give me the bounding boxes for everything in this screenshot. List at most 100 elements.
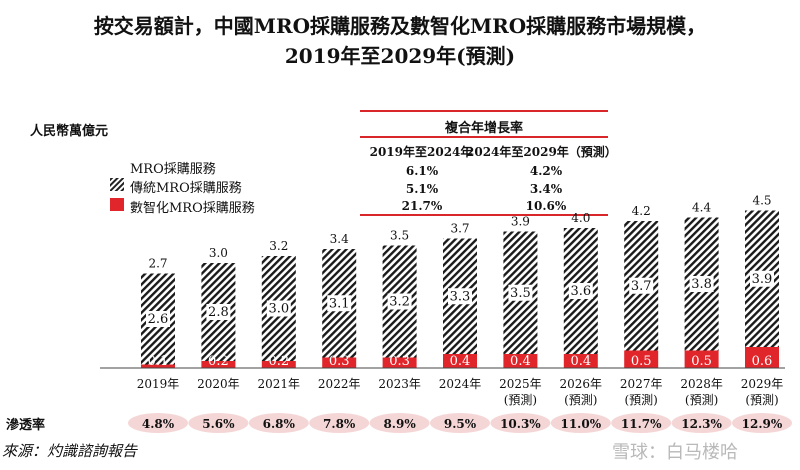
- penetration-pill-2020: [188, 413, 249, 433]
- penetration-pill-2024: [430, 413, 490, 433]
- label-bg-traditional-2020: [206, 304, 231, 320]
- source-note: 來源：灼識諮詢報告: [2, 442, 138, 460]
- label-total-2024: 3.7: [450, 222, 469, 236]
- label-digital-2020: 0.2: [208, 354, 229, 369]
- label-total-2023: 3.5: [390, 229, 409, 243]
- penetration-value-2020: 5.6%: [202, 417, 235, 431]
- tick-label-2019: 2019年: [137, 377, 180, 391]
- cagr-header-line: [360, 136, 608, 138]
- penetration-value-2025: 10.3%: [500, 417, 541, 431]
- penetration-value-2021: 6.8%: [263, 417, 296, 431]
- label-bg-traditional-2026: [568, 283, 593, 299]
- penetration-value-2028: 12.3%: [681, 417, 722, 431]
- label-traditional-2021: 3.0: [268, 302, 289, 317]
- label-bg-traditional-2024: [448, 288, 472, 305]
- label-bg-traditional-2021: [266, 300, 291, 317]
- label-total-2019: 2.7: [148, 257, 167, 271]
- label-traditional-2029: 3.9: [752, 272, 773, 287]
- tick-sublabel-2028: (預測): [685, 393, 718, 407]
- cagr-traditional-2019-2024: 5.1%: [405, 182, 439, 196]
- tick-label-2025: 2025年: [499, 377, 542, 391]
- label-traditional-2027: 3.7: [631, 279, 652, 294]
- tick-label-2029: 2029年: [741, 377, 784, 391]
- label-total-2022: 3.4: [330, 232, 349, 246]
- bar-digital-2021: [261, 361, 296, 368]
- label-total-2027: 4.2: [632, 204, 651, 218]
- label-digital-2022: 0.3: [329, 354, 350, 369]
- tick-sublabel-2025: (預測): [504, 393, 537, 407]
- penetration-pill-2023: [369, 413, 430, 433]
- penetration-value-2023: 8.9%: [383, 417, 416, 431]
- label-total-2029: 4.5: [752, 194, 771, 208]
- tick-sublabel-2029: (預測): [745, 393, 778, 407]
- tick-label-2021: 2021年: [258, 377, 301, 391]
- chart-title-line1: 按交易額計，中國MRO採購服務及數智化MRO採購服務市場規模，: [93, 14, 707, 38]
- tick-label-2022: 2022年: [318, 377, 361, 391]
- bar-digital-2022: [322, 357, 357, 368]
- bar-digital-2025: [503, 354, 538, 368]
- cagr-col2-label: 2024年至2029年（預測）: [466, 145, 617, 159]
- penetration-value-2022: 7.8%: [323, 417, 356, 431]
- penetration-pill-2028: [671, 413, 732, 433]
- bar-digital-2029: [745, 347, 779, 368]
- tick-label-2020: 2020年: [197, 377, 240, 391]
- legend-traditional-label: 傳統MRO採購服務: [130, 181, 242, 196]
- tick-sublabel-2027: (預測): [625, 393, 658, 407]
- penetration-value-2024: 9.5%: [444, 417, 477, 431]
- label-bg-traditional-2028: [689, 276, 714, 292]
- tick-label-2026: 2026年: [560, 377, 603, 391]
- label-total-2028: 4.4: [692, 201, 711, 215]
- label-traditional-2019: 2.6: [148, 312, 169, 327]
- bar-digital-2026: [563, 354, 598, 368]
- label-bg-traditional-2022: [327, 295, 352, 312]
- label-traditional-2024: 3.3: [450, 289, 471, 304]
- legend-total-label: MRO採購服務: [130, 162, 216, 177]
- penetration-value-2027: 11.7%: [621, 417, 662, 431]
- chart-title-line2: 2019年至2029年(預測): [284, 44, 516, 68]
- bar-digital-2020: [201, 361, 236, 368]
- label-traditional-2023: 3.2: [389, 295, 410, 310]
- penetration-pill-2021: [248, 413, 309, 433]
- bar-digital-2028: [684, 350, 719, 368]
- cagr-bottom-line: [360, 214, 608, 216]
- label-digital-2021: 0.2: [268, 354, 289, 369]
- label-total-2026: 4.0: [571, 211, 590, 225]
- label-total-2020: 3.0: [209, 246, 228, 260]
- label-traditional-2028: 3.8: [691, 277, 712, 292]
- label-bg-traditional-2025: [508, 284, 533, 301]
- label-digital-2025: 0.4: [510, 354, 531, 369]
- label-digital-2028: 0.5: [691, 354, 712, 369]
- label-bg-traditional-2029: [750, 270, 774, 287]
- cagr-total-2019-2024: 6.1%: [405, 164, 439, 178]
- cagr-header: 複合年增長率: [444, 121, 523, 136]
- label-total-2025: 3.9: [511, 215, 530, 229]
- tick-label-2023: 2023年: [378, 377, 421, 391]
- bar-digital-2024: [443, 354, 477, 368]
- label-digital-2026: 0.4: [570, 354, 591, 369]
- penetration-pill-2019: [128, 413, 188, 433]
- label-digital-2027: 0.5: [631, 354, 652, 369]
- penetration-pill-2026: [550, 413, 611, 433]
- cagr-col1-label: 2019年至2024年: [369, 145, 473, 159]
- tick-label-2027: 2027年: [620, 377, 663, 391]
- label-traditional-2025: 3.5: [510, 286, 531, 301]
- cagr-top-line: [360, 110, 608, 112]
- label-traditional-2022: 3.1: [329, 296, 350, 311]
- tick-label-2028: 2028年: [680, 377, 723, 391]
- bar-digital-2027: [624, 350, 659, 368]
- cagr-total-2024-2029: 4.2%: [529, 164, 563, 178]
- label-traditional-2026: 3.6: [570, 284, 591, 299]
- penetration-pill-2029: [732, 413, 792, 433]
- penetration-rate-label: 滲透率: [6, 418, 46, 433]
- label-bg-traditional-2027: [629, 277, 654, 294]
- label-digital-2029: 0.6: [752, 354, 773, 369]
- label-bg-traditional-2019: [146, 311, 170, 327]
- label-digital-2023: 0.3: [389, 354, 410, 369]
- tick-sublabel-2026: (預測): [564, 393, 597, 407]
- penetration-value-2029: 12.9%: [742, 417, 783, 431]
- bar-digital-2023: [382, 357, 417, 368]
- tick-label-2024: 2024年: [439, 377, 482, 391]
- penetration-pill-2025: [490, 413, 551, 433]
- label-bg-traditional-2023: [387, 293, 412, 310]
